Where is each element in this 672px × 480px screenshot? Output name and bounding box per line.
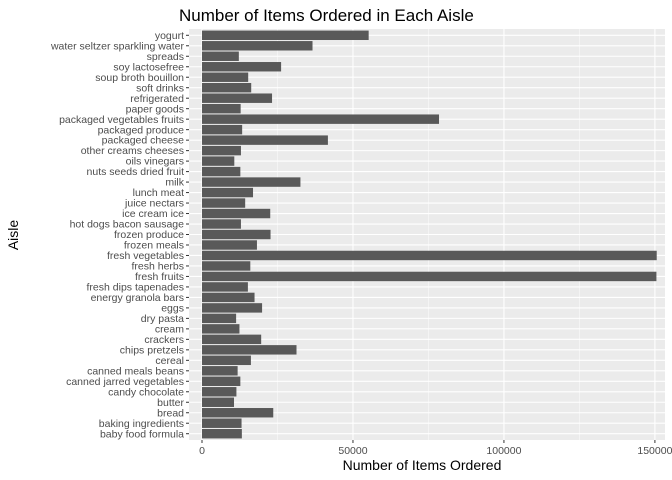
x-axis: 0 50000 100000 150000 — [199, 440, 672, 457]
y-tick-label: packaged vegetables fruits — [59, 114, 184, 126]
bar-milk — [202, 177, 301, 187]
bar-crackers — [202, 334, 262, 345]
y-tick-label: frozen meals — [124, 240, 184, 252]
bar-fresh-vegetables — [202, 250, 657, 261]
y-tick-label: energy granola bars — [91, 292, 184, 304]
y-tick-label: fresh dips tapenades — [87, 282, 184, 294]
y-tick-label: chips pretzels — [120, 344, 184, 356]
y-tick-label: soup broth bouillon — [95, 72, 184, 84]
y-tick-label: cream — [155, 323, 184, 335]
y-tick-label: crackers — [144, 334, 184, 346]
bar-juice-nectars — [202, 198, 246, 208]
bar-eggs — [202, 303, 263, 313]
y-tick-label: soft drinks — [136, 82, 184, 94]
y-tick-label: water seltzer sparkling water — [50, 40, 185, 52]
bar-hot-dogs-bacon-sausage — [202, 219, 241, 229]
bar-energy-granola-bars — [202, 292, 255, 303]
bar-packaged-produce — [202, 124, 243, 135]
y-tick-label: refrigerated — [130, 93, 184, 105]
bars — [202, 30, 657, 439]
x-tick-label: 0 — [199, 445, 205, 457]
y-tick-label: canned jarred vegetables — [66, 376, 184, 388]
bar-ice-cream-ice — [202, 208, 271, 219]
y-tick-label: other creams cheeses — [81, 145, 184, 157]
bar-oils-vinegars — [202, 156, 235, 166]
bar-cereal — [202, 355, 251, 366]
y-tick-label: eggs — [161, 302, 184, 314]
y-tick-label: candy chocolate — [108, 386, 184, 398]
y-tick-label: nuts seeds dried fruit — [87, 166, 185, 178]
y-tick-label: lunch meat — [133, 187, 184, 199]
bar-baby-food-formula — [202, 428, 242, 439]
bar-paper-goods — [202, 103, 241, 114]
y-tick-label: juice nectars — [124, 198, 184, 210]
y-tick-label: frozen produce — [114, 229, 184, 241]
chart-title: Number of Items Ordered in Each Aisle — [179, 6, 474, 25]
y-tick-label: butter — [157, 397, 184, 409]
bar-baking-ingredients — [202, 418, 242, 428]
bar-candy-chocolate — [202, 387, 237, 397]
grid-lines — [189, 29, 665, 440]
y-tick-label: fresh herbs — [131, 261, 184, 273]
bar-soup-broth-bouillon — [202, 72, 249, 82]
bar-yogurt — [202, 30, 369, 41]
y-tick-label: paper goods — [126, 103, 184, 115]
bar-packaged-vegetables-fruits — [202, 114, 440, 124]
y-tick-label: dry pasta — [141, 313, 184, 325]
bar-dry-pasta — [202, 313, 237, 324]
bar-chips-pretzels — [202, 345, 297, 355]
bar-soy-lactosefree — [202, 62, 282, 72]
y-axis-title: Aisle — [5, 220, 21, 251]
x-axis-title: Number of Items Ordered — [343, 457, 502, 473]
y-tick-label: cereal — [155, 355, 184, 367]
y-tick-label: baking ingredients — [99, 418, 184, 430]
bar-fresh-dips-tapenades — [202, 282, 248, 292]
y-tick-label: packaged cheese — [102, 135, 184, 147]
y-tick-label: ice cream ice — [122, 208, 184, 220]
y-tick-label: yogurt — [155, 30, 184, 42]
bar-butter — [202, 397, 235, 407]
bar-fresh-herbs — [202, 261, 251, 271]
y-tick-label: hot dogs bacon sausage — [70, 219, 185, 231]
bar-bread — [202, 408, 274, 418]
bar-nuts-seeds-dried-fruit — [202, 166, 241, 177]
bar-refrigerated — [202, 93, 273, 103]
bar-fresh-fruits — [202, 271, 657, 282]
y-tick-label: packaged produce — [98, 124, 185, 136]
y-tick-label: soy lactosefree — [113, 61, 184, 73]
bar-frozen-produce — [202, 229, 271, 240]
y-tick-label: fresh vegetables — [107, 250, 184, 262]
bar-soft-drinks — [202, 82, 252, 93]
bar-canned-meals-beans — [202, 366, 238, 376]
bar-frozen-meals — [202, 240, 257, 250]
y-tick-label: oils vinegars — [126, 156, 184, 168]
y-tick-label: baby food formula — [100, 428, 184, 440]
bar-other-creams-cheeses — [202, 145, 241, 156]
y-tick-label: fresh fruits — [135, 271, 184, 283]
y-tick-label: bread — [157, 407, 184, 419]
y-tick-label: spreads — [147, 51, 184, 63]
bar-cream — [202, 324, 240, 334]
bar-lunch-meat — [202, 187, 254, 198]
bar-water-seltzer-sparkling-water — [202, 41, 313, 51]
bar-spreads — [202, 51, 239, 61]
y-tick-label: milk — [165, 177, 184, 189]
x-tick-label: 100000 — [486, 445, 521, 457]
x-tick-label: 150000 — [637, 445, 672, 457]
y-tick-label: canned meals beans — [87, 365, 184, 377]
bar-packaged-cheese — [202, 135, 328, 145]
bar-canned-jarred-vegetables — [202, 376, 241, 387]
x-tick-label: 50000 — [338, 445, 367, 457]
